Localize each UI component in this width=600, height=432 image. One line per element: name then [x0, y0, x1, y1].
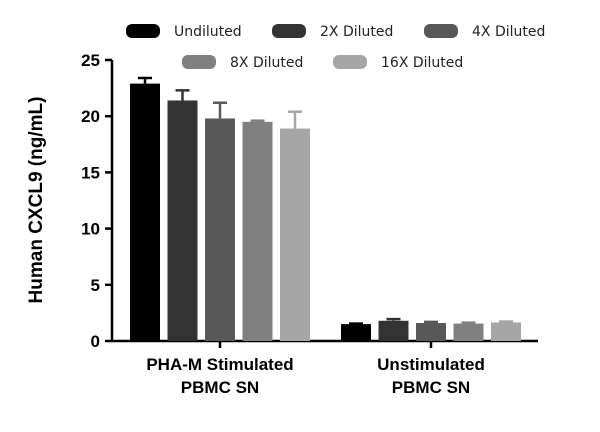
legend-label: Undiluted [174, 24, 242, 40]
y-tick-label: 5 [91, 276, 100, 295]
legend-swatch [333, 55, 367, 69]
x-category-label: PBMC SN [392, 378, 470, 397]
y-axis: 0 5 10 15 20 25 [81, 51, 114, 351]
legend: Undiluted 2X Diluted 4X Diluted 8X Diluted 1… [126, 24, 545, 71]
legend-swatch [272, 24, 306, 38]
bars [130, 76, 521, 342]
bar [416, 323, 446, 341]
y-tick-label: 20 [81, 107, 100, 126]
bar [205, 118, 235, 341]
y-tick-label: 25 [81, 51, 100, 70]
bar [280, 128, 310, 341]
legend-label: 4X Diluted [472, 24, 545, 40]
bar [491, 322, 521, 341]
bar [167, 100, 198, 342]
x-category-label: PHA-M Stimulated [146, 355, 293, 374]
legend-label: 8X Diluted [230, 55, 303, 71]
x-category-label: PBMC SN [181, 378, 259, 397]
y-axis-title: Human CXCL9 (ng/mL) [26, 97, 47, 304]
bar [130, 83, 160, 341]
x-axis: PHA-M Stimulated PBMC SN Unstimulated PBMC … [112, 339, 538, 397]
x-category-label: Unstimulated [377, 355, 485, 374]
bar [378, 320, 409, 341]
legend-label: 2X Diluted [320, 24, 393, 40]
bar [242, 121, 273, 341]
y-tick-label: 0 [91, 332, 100, 351]
y-tick-label: 15 [81, 163, 100, 182]
bar [453, 323, 484, 341]
legend-swatch [424, 24, 458, 38]
legend-label: 16X Diluted [381, 55, 463, 71]
y-tick-label: 10 [81, 220, 100, 239]
legend-swatch [126, 24, 160, 38]
bar [341, 324, 371, 341]
legend-swatch [182, 55, 216, 69]
